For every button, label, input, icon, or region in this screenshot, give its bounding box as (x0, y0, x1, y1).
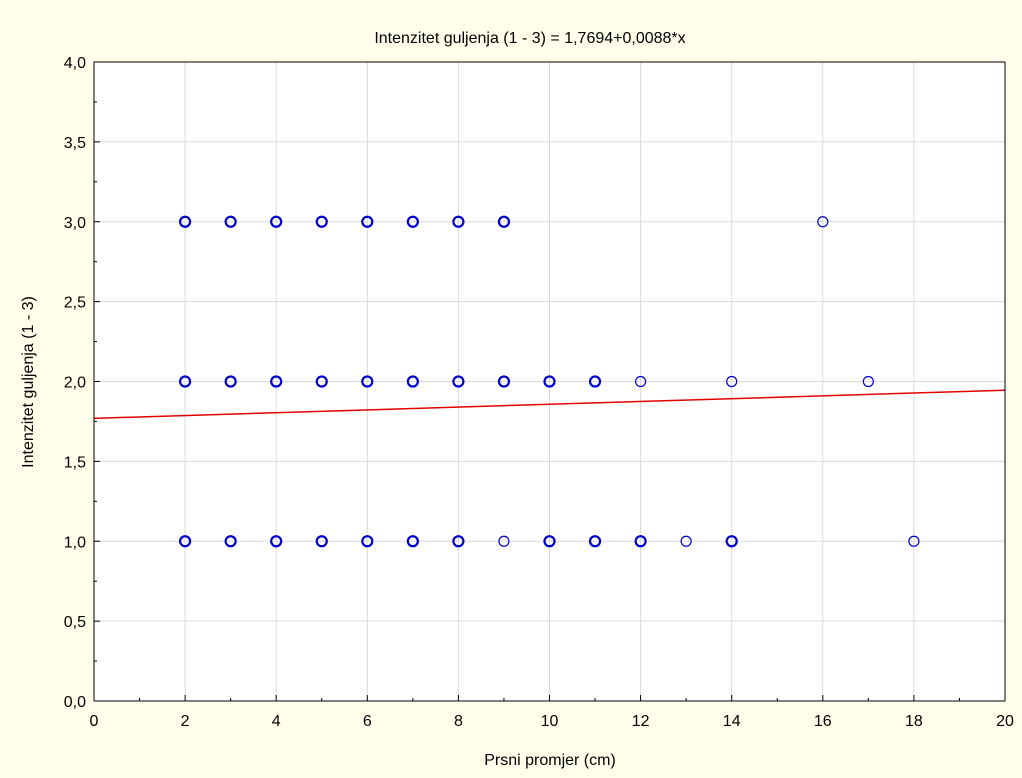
data-point (179, 375, 192, 388)
y-tick-label: 0,0 (64, 694, 86, 711)
y-tick-label: 1,0 (64, 534, 86, 551)
data-point (498, 535, 510, 547)
data-point (270, 215, 283, 228)
data-point (543, 535, 556, 548)
chart-title: Intenzitet guljenja (1 - 3) = 1,7694+0,0… (374, 30, 685, 47)
x-tick-label: 6 (363, 713, 372, 730)
data-point (315, 535, 328, 548)
data-point (315, 375, 328, 388)
data-point (588, 535, 602, 548)
data-point (680, 535, 692, 547)
plot-border (93, 61, 1006, 702)
data-point (452, 375, 465, 388)
data-point (224, 535, 237, 548)
data-point (270, 375, 283, 388)
data-point (634, 535, 647, 548)
data-point (270, 535, 283, 548)
data-point (497, 375, 511, 388)
data-point (726, 375, 738, 388)
y-tick-labels: 0,0 0,5 1,0 1,5 2,0 2,5 3,0 3,5 4,0 (64, 55, 86, 711)
data-point (406, 375, 419, 388)
x-axis-label: Prsni promjer (cm) (484, 752, 616, 769)
x-tick-label: 8 (454, 713, 463, 730)
data-point (179, 215, 192, 228)
data-point (361, 375, 374, 388)
y-tick-label: 4,0 (64, 55, 86, 72)
data-point (224, 215, 237, 228)
data-point (862, 375, 874, 388)
data-points (179, 215, 920, 548)
y-tick-label: 2,0 (64, 375, 86, 392)
x-tick-label: 16 (814, 713, 832, 730)
data-point (315, 215, 328, 228)
x-tick-label: 10 (541, 713, 559, 730)
y-tick-label: 2,5 (64, 295, 86, 312)
data-point (817, 216, 829, 228)
x-tick-labels: 0 2 4 6 8 10 12 14 16 18 20 (90, 713, 1014, 730)
data-point (452, 215, 465, 228)
x-tick-label: 14 (723, 713, 741, 730)
data-point (179, 535, 192, 548)
grid (94, 62, 1005, 701)
x-tick-label: 0 (90, 713, 99, 730)
regression-layer (93, 389, 1006, 420)
data-point (543, 375, 556, 388)
x-tick-label: 18 (905, 713, 923, 730)
regression-line (93, 389, 1006, 420)
data-point (361, 215, 374, 228)
x-tick-label: 12 (632, 713, 650, 730)
data-point (634, 375, 647, 388)
data-point (497, 215, 511, 228)
y-axis-label: Intenzitet guljenja (1 - 3) (20, 296, 37, 468)
y-tick-label: 3,5 (64, 135, 86, 152)
x-tick-label: 20 (996, 713, 1014, 730)
data-point (588, 375, 602, 388)
data-point (406, 535, 419, 548)
x-tick-label: 4 (272, 713, 281, 730)
y-tick-label: 0,5 (64, 614, 86, 631)
y-tick-label: 1,5 (64, 454, 86, 471)
data-point (725, 535, 738, 548)
data-point (361, 535, 374, 548)
data-point (224, 375, 237, 388)
data-point (406, 215, 419, 228)
y-tick-label: 3,0 (64, 215, 86, 232)
x-tick-label: 2 (181, 713, 190, 730)
data-point (452, 535, 465, 548)
data-point (908, 535, 920, 547)
